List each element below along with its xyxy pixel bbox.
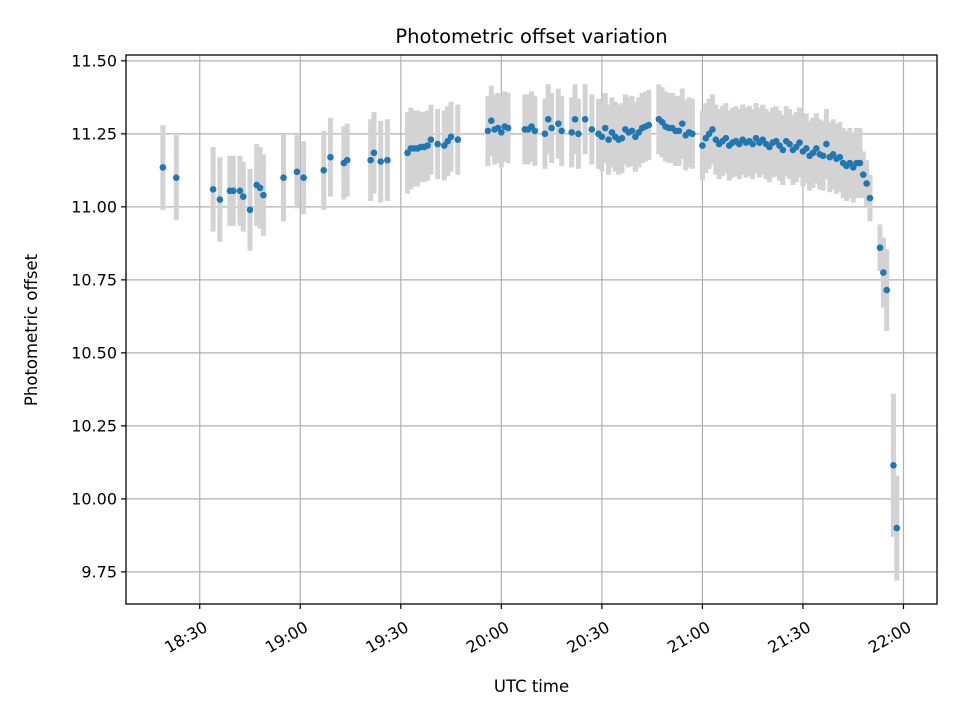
y-tick-label: 10.00 [71, 489, 117, 508]
data-point [679, 120, 686, 127]
data-point [722, 134, 730, 142]
data-point [367, 156, 374, 164]
y-tick-label: 10.50 [71, 343, 117, 362]
data-point [377, 158, 384, 165]
data-point [384, 156, 391, 164]
data-point [246, 206, 254, 214]
data-point [447, 133, 455, 141]
data-point [581, 115, 589, 123]
data-point [645, 121, 653, 129]
data-point [890, 461, 897, 469]
data-point [571, 115, 579, 123]
plot-frame [125, 54, 938, 605]
data-point [427, 136, 435, 143]
data-point [343, 156, 351, 164]
data-point [568, 129, 576, 136]
y-tick-label: 11.50 [71, 51, 117, 70]
data-point [893, 524, 901, 532]
data-point [280, 174, 287, 181]
data-point [260, 191, 267, 199]
data-point [300, 174, 307, 181]
data-point [544, 115, 552, 123]
y-axis: 9.75 10.00 10.25 10.50 10.75 11.00 11.25 11.50 [71, 51, 126, 581]
data-point [434, 140, 441, 148]
data-point [863, 180, 870, 187]
data-point [558, 127, 565, 135]
data-point [548, 124, 555, 132]
data-point [628, 127, 636, 135]
data-point [229, 187, 237, 195]
data-point [689, 130, 696, 138]
data-point [454, 136, 462, 143]
data-point [856, 159, 864, 167]
data-point [786, 140, 793, 148]
data-point [498, 129, 505, 136]
data-point [236, 187, 244, 195]
x-axis-label: UTC time [494, 677, 569, 696]
data-point [370, 149, 378, 157]
data-point [813, 145, 820, 152]
y-tick-label: 10.75 [71, 270, 117, 289]
data-point [484, 127, 492, 135]
data-point [876, 244, 884, 252]
chart-title: Photometric offset variation [395, 25, 667, 48]
y-tick-label: 11.00 [71, 197, 117, 216]
data-point [293, 168, 301, 176]
data-point [598, 133, 606, 141]
data-point [618, 134, 626, 142]
y-tick-label: 9.75 [81, 562, 117, 581]
data-point [531, 127, 539, 135]
data-point [575, 130, 582, 138]
data-point [675, 127, 683, 135]
y-tick-label: 11.25 [71, 124, 117, 143]
data-point [803, 145, 810, 152]
data-points [159, 115, 901, 532]
data-point [866, 194, 874, 202]
data-point [541, 130, 549, 138]
data-point [320, 167, 328, 174]
data-point [796, 139, 803, 146]
data-point [327, 153, 334, 161]
data-point [159, 164, 167, 171]
data-point [605, 136, 612, 143]
data-point [819, 152, 827, 160]
data-point [209, 186, 217, 193]
data-point [749, 140, 756, 148]
y-tick-label: 10.25 [71, 416, 117, 435]
data-point [555, 120, 562, 127]
data-point [883, 286, 891, 294]
data-point [487, 117, 495, 125]
data-point [859, 171, 867, 179]
data-point [588, 126, 596, 133]
data-point [601, 124, 609, 132]
data-point [836, 153, 844, 161]
data-point [424, 142, 431, 149]
data-point [172, 174, 180, 181]
y-axis-label: Photometric offset [22, 253, 41, 406]
data-point [256, 184, 264, 192]
data-point [504, 124, 512, 132]
data-point [880, 269, 887, 276]
data-point [239, 193, 247, 200]
data-point [699, 142, 706, 149]
data-point [779, 146, 787, 154]
data-point [709, 126, 716, 133]
data-point [823, 140, 830, 148]
data-point [216, 196, 224, 203]
